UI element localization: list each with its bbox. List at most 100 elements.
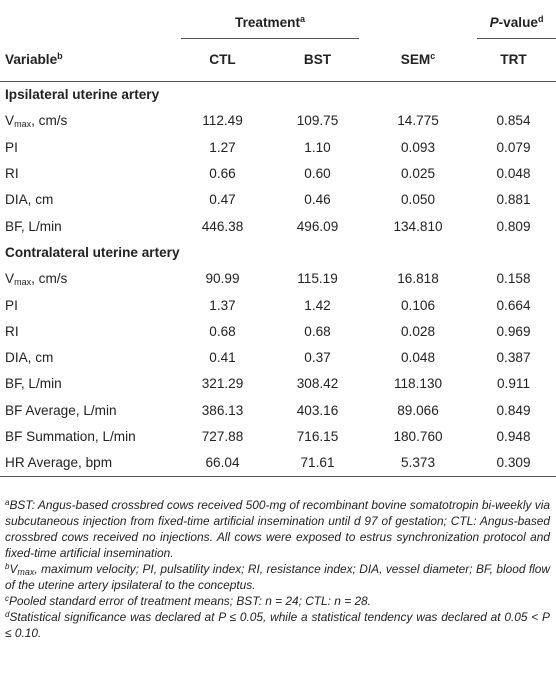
variable-cell: BF Summation, L/min [0,423,175,449]
footnote: aBST: Angus-based crossbred cows receive… [5,497,550,561]
sem-cell: 89.066 [397,402,439,418]
variable-cell: BF, L/min [0,213,175,239]
variable-cell: Vmax, cm/s [0,108,175,134]
trt-cell: 0.969 [496,323,531,339]
trt-cell: 0.664 [496,297,531,313]
variable-text: DIA, cm [5,192,54,208]
sem-cell: 0.048 [401,350,436,366]
ctl-cell: 727.88 [201,429,244,444]
trt-cell: 0.309 [496,455,531,471]
superscript: a [299,14,305,24]
variable-cell: PI [0,292,175,318]
variable-text: PI [5,139,18,155]
variable-cell: DIA, cm [0,187,175,213]
sem-cell: 0.028 [401,323,436,339]
header-cell: CTL [209,52,236,68]
superscript: c [430,51,436,62]
footnote-text: , maximum velocity; PI, pulsatility inde… [5,562,550,592]
trt-cell: 0.911 [497,376,531,392]
footnote-text: Statistical significance was declared at… [5,610,550,640]
variable-text: , cm/s [31,113,68,129]
variable-text: RI [5,166,19,182]
superscript: d [537,14,544,24]
subscript: max [17,567,35,577]
ctl-cell: 0.66 [209,166,236,182]
table-body: Ipsilateral uterine artery Vmax, cm/s 112.… [0,81,556,477]
footnote-mark: b [5,562,10,571]
variable-text: BF, L/min [5,218,62,234]
trt-cell: 0.854 [496,113,531,129]
variable-text: DIA, cm [5,350,54,366]
ctl-cell: 1.37 [209,297,236,313]
treatment-header: Treatmenta [181,14,360,39]
sem-cell: 5.373 [401,455,436,471]
subscript: max [14,119,32,130]
footnotes: aBST: Angus-based crossbred cows receive… [5,497,550,641]
bst-cell: 403.16 [296,402,339,418]
footnote-mark: c [5,594,9,603]
table-row: BF, L/min 321.29 308.42 118.130 0.911 [0,371,556,397]
footnote: cPooled standard error of treatment mean… [5,593,550,609]
sem-cell: 0.106 [401,297,436,313]
footnote-mark: a [5,498,10,507]
footnote-text: Pooled standard error of treatment means… [9,594,371,608]
table-row: DIA, cm 0.47 0.46 0.050 0.881 [0,187,556,213]
bst-cell: 1.10 [304,139,331,155]
bst-cell: 308.42 [296,376,339,392]
variable-text: HR Average, bpm [5,455,113,471]
variable-text: V [5,271,15,287]
header-cell: TRT [500,52,527,68]
trt-cell: 0.079 [496,139,531,155]
variable-cell: PI [0,134,175,160]
variable-cell: RI [0,318,175,344]
variable-cell: BF Average, L/min [0,397,175,423]
trt-cell: 0.048 [496,166,531,182]
ctl-cell: 1.27 [209,139,236,155]
variable-text: , cm/s [31,271,68,287]
trt-cell: 0.948 [496,429,531,444]
variable-text: BF, L/min [5,376,62,392]
variable-cell: DIA, cm [0,344,175,370]
table-row: RI 0.66 0.60 0.025 0.048 [0,160,556,186]
ctl-cell: 446.38 [201,218,244,234]
table-row: BF Average, L/min 386.13 403.16 89.066 0.849 [0,397,556,423]
footnote-text: V [9,562,18,576]
bst-cell: 0.60 [304,166,331,182]
ctl-cell: 0.68 [209,323,236,339]
table-row: PI 1.27 1.10 0.093 0.079 [0,134,556,160]
variable-text: RI [5,323,19,339]
table-row: DIA, cm 0.41 0.37 0.048 0.387 [0,344,556,370]
sem-cell: 118.130 [393,376,443,392]
ctl-cell: 90.99 [205,271,240,287]
trt-cell: 0.387 [496,350,531,366]
bst-cell: 716.15 [296,429,339,444]
header-text: P [489,15,499,30]
header-cell: SEMc [365,39,471,81]
section-title: Ipsilateral uterine artery [5,87,160,103]
table-row: RI 0.68 0.68 0.028 0.969 [0,318,556,344]
variable-text: V [5,113,15,129]
section-row: Ipsilateral uterine artery [0,81,556,108]
variable-cell: BF, L/min [0,371,175,397]
bst-cell: 115.19 [297,271,338,287]
data-table: Treatmenta P-valued Variableb CTL BST SE… [0,14,556,477]
header-text: -value [498,15,538,30]
bst-cell: 0.37 [304,350,331,366]
variable-text: BF Average, L/min [5,402,117,418]
sem-cell: 0.050 [401,192,436,208]
header-text: Treatment [235,15,300,30]
section-row: Contralateral uterine artery [0,239,556,265]
footnote: dStatistical significance was declared a… [5,609,550,641]
footnote-mark: d [5,610,10,619]
bst-cell: 496.09 [296,218,339,234]
table-row: BF, L/min 446.38 496.09 134.810 0.809 [0,213,556,239]
bst-cell: 71.61 [300,455,335,471]
subscript: max [14,277,32,288]
trt-cell: 0.881 [496,192,531,208]
footnote: bVmax, maximum velocity; PI, pulsatility… [5,561,550,593]
header-cell: BST [303,52,332,68]
trt-cell: 0.158 [496,271,531,287]
sem-cell: 134.810 [393,218,443,234]
superscript: b [57,51,63,62]
